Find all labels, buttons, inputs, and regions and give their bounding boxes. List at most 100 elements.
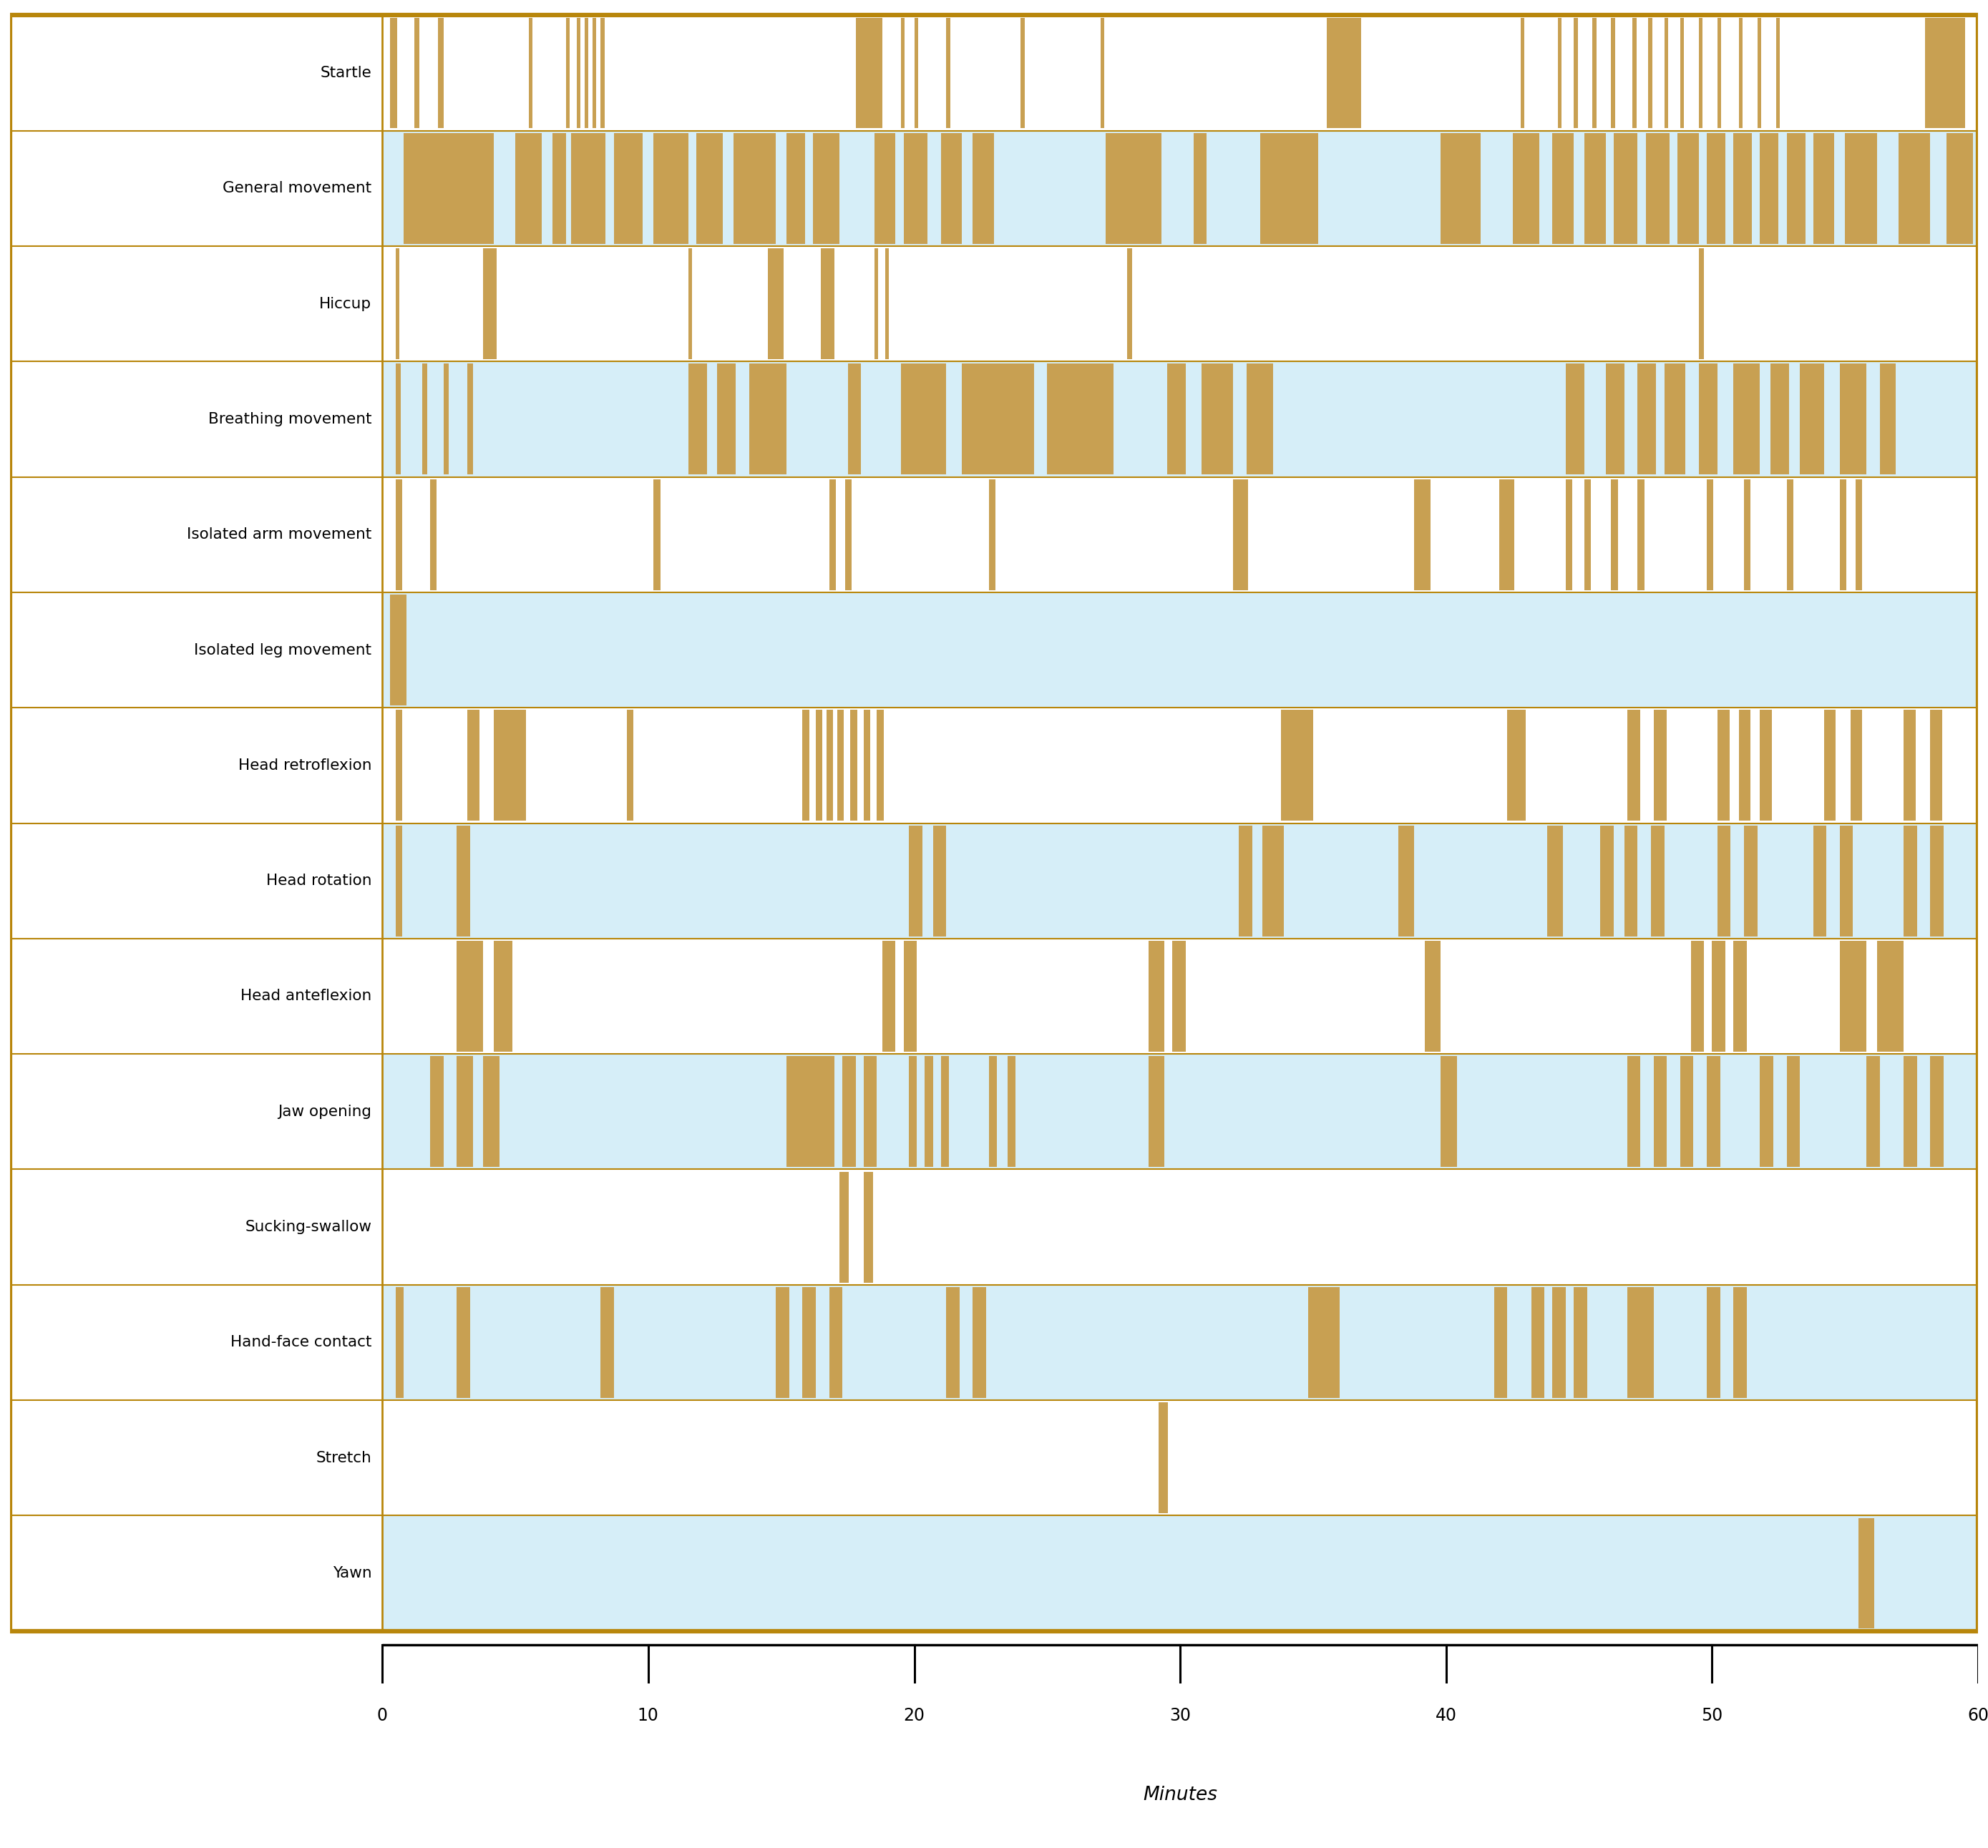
Bar [718,364,736,475]
Bar [1650,826,1664,937]
Bar [421,364,427,475]
Bar [1567,364,1584,475]
Bar [390,17,398,128]
Bar [909,1057,916,1168]
Bar [396,248,400,359]
Bar [688,364,708,475]
Bar [467,364,473,475]
Bar [1610,479,1618,590]
Text: Hand-face contact: Hand-face contact [231,1336,372,1349]
Text: 50: 50 [1702,1708,1724,1724]
Bar [600,17,604,128]
Bar [1664,364,1686,475]
Bar [1326,17,1362,128]
Bar [429,1057,443,1168]
Bar [905,133,928,244]
Bar [940,1057,948,1168]
Bar [10,1284,382,1401]
Bar [429,479,437,590]
Bar [1759,1057,1773,1168]
Bar [883,941,897,1052]
Bar [1680,17,1684,128]
Bar [396,1286,404,1397]
Bar [1553,133,1574,244]
Bar [592,17,596,128]
Bar [1946,133,1972,244]
Bar [1787,479,1793,590]
Text: Hiccup: Hiccup [320,298,372,310]
Text: Startle: Startle [320,67,372,79]
Text: 10: 10 [638,1708,658,1724]
Bar [1239,826,1252,937]
Bar [1626,1286,1654,1397]
Bar [1855,479,1863,590]
Bar [10,1170,1978,1284]
Bar [10,15,1978,1632]
Bar [1924,17,1964,128]
Bar [1692,941,1704,1052]
Bar [962,364,1034,475]
Bar [855,17,883,128]
Bar [600,1286,614,1397]
Bar [1531,1286,1545,1397]
Bar [1020,17,1024,128]
Bar [457,1057,473,1168]
Bar [946,17,950,128]
Bar [1740,17,1743,128]
Bar [584,17,588,128]
Bar [614,133,642,244]
Bar [1859,1517,1875,1628]
Bar [767,248,783,359]
Bar [1899,133,1930,244]
Bar [443,364,449,475]
Bar [696,133,724,244]
Bar [1905,826,1916,937]
Bar [940,133,962,244]
Bar [875,133,895,244]
Bar [396,479,402,590]
Bar [1008,1057,1016,1168]
Bar [396,826,402,937]
Bar [1584,133,1606,244]
Bar [1905,1057,1916,1168]
Text: Yawn: Yawn [332,1565,372,1580]
Bar [1877,941,1905,1052]
Bar [988,1057,996,1168]
Bar [10,15,1978,131]
Text: 40: 40 [1435,1708,1457,1724]
Bar [845,479,851,590]
Bar [10,246,382,362]
Bar [1127,248,1133,359]
Bar [1839,941,1867,1052]
Bar [1624,826,1638,937]
Bar [946,1286,960,1397]
Bar [10,1170,382,1284]
Bar [1718,710,1730,821]
Bar [863,1057,877,1168]
Bar [1638,364,1656,475]
Bar [688,248,692,359]
Bar [1567,479,1573,590]
Text: Isolated arm movement: Isolated arm movement [187,527,372,541]
Text: Minutes: Minutes [1143,1785,1217,1804]
Bar [1149,941,1165,1052]
Bar [1606,364,1624,475]
Bar [1574,17,1578,128]
Bar [1614,133,1638,244]
Bar [1308,1286,1340,1397]
Bar [1680,1057,1694,1168]
Bar [1246,364,1272,475]
Bar [1413,479,1429,590]
Bar [972,1286,986,1397]
Bar [1193,133,1207,244]
Text: General movement: General movement [223,181,372,196]
Bar [654,133,688,244]
Bar [1734,1286,1747,1397]
Bar [1867,1057,1881,1168]
Bar [10,1515,1978,1632]
Bar [1547,826,1563,937]
Bar [1813,133,1835,244]
Bar [1771,364,1789,475]
Bar [851,710,857,821]
Text: 20: 20 [903,1708,924,1724]
